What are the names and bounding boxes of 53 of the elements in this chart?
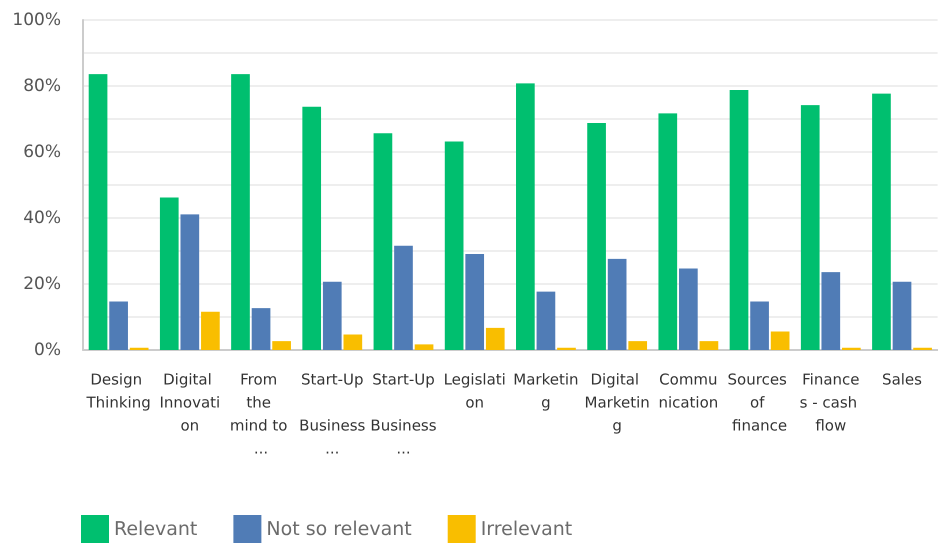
x-tick-label: Sources of finance <box>728 370 792 434</box>
bar <box>892 282 912 350</box>
bar <box>414 344 434 350</box>
bar <box>516 83 535 350</box>
bar <box>658 113 678 350</box>
y-tick-label: 100% <box>12 10 61 30</box>
bar <box>872 94 891 350</box>
x-tick-label: Digital Marketing <box>584 370 650 434</box>
bar <box>700 341 718 350</box>
bar <box>231 74 250 350</box>
legend-label: Relevant <box>114 518 198 540</box>
y-tick-label: 20% <box>23 274 61 294</box>
bar <box>750 301 769 350</box>
y-tick-label: 60% <box>23 142 61 162</box>
x-tick-label: Digital Innovation <box>159 370 220 434</box>
y-tick-label: 80% <box>23 76 61 96</box>
bar <box>88 74 108 350</box>
bar <box>444 141 464 350</box>
bar <box>628 341 648 350</box>
bar <box>486 328 505 350</box>
legend-label: Not so relevant <box>266 518 412 540</box>
bar <box>679 268 698 350</box>
bar <box>252 308 270 350</box>
x-tick-label: Communication <box>658 370 718 412</box>
bar <box>770 332 790 350</box>
bar <box>465 254 484 350</box>
bar <box>322 282 342 350</box>
y-tick-label: 40% <box>23 208 61 228</box>
x-tick-label: Sales <box>882 370 922 388</box>
bar <box>272 341 291 350</box>
bar <box>587 122 606 350</box>
bar <box>608 258 626 350</box>
x-tick-label: Design Thinking <box>85 370 151 412</box>
bar <box>730 90 748 350</box>
legend-label: Irrelevant <box>480 518 572 540</box>
bar <box>821 272 840 350</box>
bar <box>536 292 556 350</box>
category-label: Start-Up Business... <box>299 370 366 458</box>
x-tick-label: Legislation <box>444 370 506 412</box>
bar <box>201 312 220 350</box>
x-tick-label: From the mind to ... <box>230 370 292 458</box>
bar <box>160 198 179 350</box>
bar <box>800 105 820 350</box>
bar <box>394 246 413 350</box>
bar <box>374 133 392 350</box>
category-label: Start-Up Business... <box>370 370 437 458</box>
x-tick-label: Marketing <box>513 370 579 412</box>
x-tick-label: Finances - cash flow <box>800 370 862 434</box>
bar <box>180 214 200 350</box>
bar <box>109 301 128 350</box>
y-tick-label: 0% <box>34 340 61 360</box>
bar <box>302 106 322 350</box>
bar <box>343 334 362 350</box>
